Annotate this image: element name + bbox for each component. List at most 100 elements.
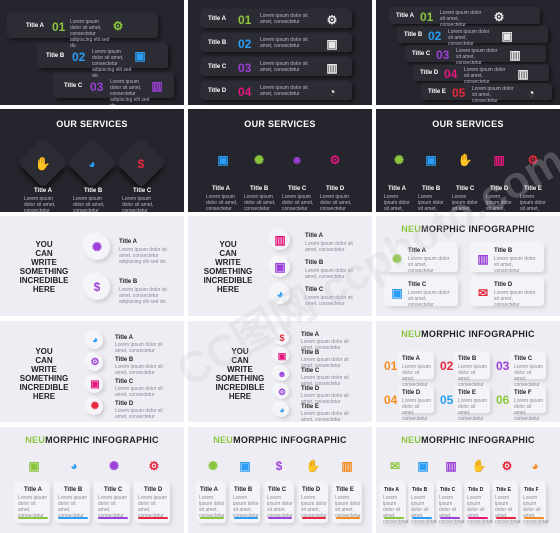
service-title: Title B [250,186,269,192]
lightbulb-icon: ✺ [207,459,219,473]
step-number: 06 [496,393,510,407]
column-title: Title E [496,487,511,493]
card-panel [456,353,490,379]
color-bar [496,517,516,519]
briefcase-icon: ▣ [277,351,287,361]
step-number: 02 [440,359,454,373]
step-panel [8,14,158,38]
column-card [334,483,362,523]
section-title: OUR SERVICES [56,119,128,129]
step-panel [202,34,352,52]
column-card [438,483,462,523]
service-desc: Lorem ipsum dolor sit amet, consectetur [24,196,56,212]
card-panel [386,278,458,306]
service-desc: Lorem ipsum dolor sit amet, consectetur [206,194,238,212]
color-bar [468,517,488,519]
item-title: Title B [115,357,134,363]
gear-icon: ⚙ [112,19,124,33]
step-title: Title A [208,16,227,22]
card-title: Title F [514,390,532,396]
handshake-icon: ✋ [34,156,52,171]
item-title: Title A [305,233,324,239]
color-bar [302,517,326,519]
item-desc: Lorem ipsum dolor sit amet, consectetur [301,375,349,387]
column-desc: Lorem ipsum dolor sit amet, consectetur [467,495,493,525]
section-title: NEUMORPHIC INFOGRAPHIC [213,435,347,445]
card-desc: Lorem ipsum dolor sit amet, consectetur [514,398,543,422]
column-title: Title C [268,487,287,493]
column-card [232,483,260,523]
card-title: Title D [494,282,513,288]
item-desc: Lorem ipsum dolor sit amet, consectetur [301,339,349,351]
handshake-icon: ✋ [305,459,321,473]
pie-chart-icon: ◕ [279,405,285,415]
column-desc: Lorem ipsum dolor sit amet, consectetur [138,495,167,519]
step-number: 02 [238,37,252,51]
tile-light-neumorphic-columns-5: NEUMORPHIC INFOGRAPHIC ✺ ▣ $ ✋ ▥ Title A… [188,427,372,533]
bar-chart-icon: ▥ [509,48,521,62]
icon-circle [84,274,110,300]
service-title: Title A [388,186,407,192]
card-desc: Lorem ipsum dolor sit amet, consectetur [402,364,431,388]
column-card [522,483,546,523]
card-panel [472,278,544,306]
card-desc: Lorem ipsum dolor sit amet, consectetur [514,364,543,388]
pie-chart-icon: ◕ [531,459,539,473]
step-title: Title B [46,53,65,59]
tile-dark-services-5: OUR SERVICES ✺ ▣ ✋ ▥ ⚙ Title A Title B T… [376,109,560,212]
people-icon: ☻ [290,153,304,167]
icon-circle [86,332,103,349]
section-title: NEUMORPHIC INFOGRAPHIC [25,435,159,445]
service-desc: Lorem ipsum dolor sit amet, consectetur [486,194,512,212]
column-desc: Lorem ipsum dolor sit amet, consectetur [495,495,521,525]
dollar-icon: $ [279,333,285,343]
tile-dark-services-3: OUR SERVICES ✋ ◕ $ Title A Title B Title… [0,109,184,212]
step-number: 02 [428,29,442,43]
card-panel [512,353,546,379]
service-desc: Lorem ipsum dolor sit amet, consectetur [73,196,105,212]
service-title: Title D [326,186,345,192]
briefcase-icon: ▣ [217,153,229,167]
pie-chart-icon: ◔ [527,86,535,100]
column-title: Title E [336,487,354,493]
step-desc: Lorem ipsum dolor sit amet, consectetur [260,37,308,49]
step-panel [414,65,549,81]
card-title: Title A [402,356,421,362]
mail-icon: ✉ [389,459,401,473]
bar-chart-icon: ▥ [517,67,529,81]
service-title: Title C [456,186,475,192]
service-title: Title A [34,188,53,194]
column-desc: Lorem ipsum dolor sit amet, consectetur [523,495,549,525]
item-desc: Lorem ipsum dolor sit amet, consectetur … [119,287,167,305]
briefcase-icon: ▣ [326,37,338,51]
step-title: Title D [420,70,439,76]
color-bar [268,517,292,519]
section-title: NEUMORPHIC INFOGRAPHIC [401,329,535,339]
gear-icon: ⚙ [90,357,100,368]
step-desc: Lorem ipsum dolor sit amet, consectetur [464,67,506,85]
lightbulb-icon: ✺ [253,153,265,167]
headline: YOU CAN WRITE SOMETHING INCREDIBLE HERE [215,347,265,401]
bar-chart-icon: ▥ [477,252,489,266]
headline: YOU CAN WRITE SOMETHING INCREDIBLE HERE [203,240,253,294]
column-title: Title D [468,487,484,493]
color-bar [18,517,48,519]
service-title: Title B [84,188,103,194]
card-title: Title E [458,390,476,396]
step-desc: Lorem ipsum dolor sit amet, consectetur … [70,19,110,49]
handshake-icon: ✋ [457,153,473,167]
icon-circle [270,284,290,304]
step-panel [406,46,546,62]
item-title: Title A [119,239,138,245]
briefcase-icon: ▣ [274,260,286,274]
item-desc: Lorem ipsum dolor sit amet, consectetur [301,357,349,369]
column-card [410,483,434,523]
column-card [96,483,130,523]
column-title: Title D [302,487,321,493]
tile-light-neumorphic-6: NEUMORPHIC INFOGRAPHIC 01 02 03 04 05 06… [376,321,560,422]
dollar-icon: $ [137,157,145,171]
step-desc: Lorem ipsum dolor sit amet, consectetur [260,85,308,97]
step-number: 02 [72,50,86,64]
tile-dark-steps-4: Title A 01 Lorem ipsum dolor sit amet, c… [188,0,372,105]
color-bar [138,517,168,519]
